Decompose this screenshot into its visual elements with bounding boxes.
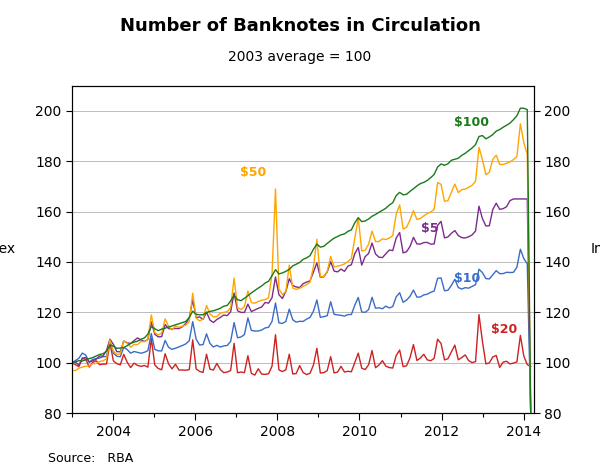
Text: $20: $20 <box>491 323 517 335</box>
Text: $50: $50 <box>241 166 266 179</box>
Text: $100: $100 <box>454 116 489 129</box>
Text: Source:   RBA: Source: RBA <box>48 453 133 465</box>
Text: 2003 average = 100: 2003 average = 100 <box>229 50 371 64</box>
Y-axis label: Index: Index <box>591 242 600 256</box>
Text: $5: $5 <box>421 222 439 235</box>
Y-axis label: Index: Index <box>0 242 15 256</box>
Text: $10: $10 <box>454 272 480 285</box>
Text: Number of Banknotes in Circulation: Number of Banknotes in Circulation <box>119 17 481 35</box>
